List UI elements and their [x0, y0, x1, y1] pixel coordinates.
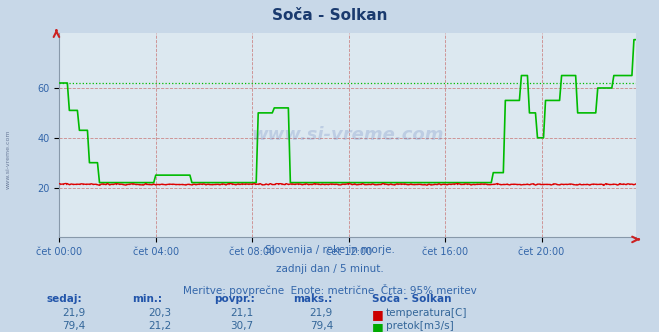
- Text: 79,4: 79,4: [310, 321, 333, 331]
- Text: 79,4: 79,4: [63, 321, 86, 331]
- Text: temperatura[C]: temperatura[C]: [386, 308, 467, 318]
- Text: 20,3: 20,3: [148, 308, 171, 318]
- Text: Slovenija / reke in morje.: Slovenija / reke in morje.: [264, 245, 395, 255]
- Text: zadnji dan / 5 minut.: zadnji dan / 5 minut.: [275, 264, 384, 274]
- Text: www.si-vreme.com: www.si-vreme.com: [5, 129, 11, 189]
- Text: 21,9: 21,9: [310, 308, 333, 318]
- Text: Meritve: povprečne  Enote: metrične  Črta: 95% meritev: Meritve: povprečne Enote: metrične Črta:…: [183, 284, 476, 295]
- Text: 30,7: 30,7: [231, 321, 254, 331]
- Text: min.:: min.:: [132, 294, 162, 304]
- Text: pretok[m3/s]: pretok[m3/s]: [386, 321, 453, 331]
- Text: Soča - Solkan: Soča - Solkan: [372, 294, 452, 304]
- Text: povpr.:: povpr.:: [214, 294, 255, 304]
- Text: maks.:: maks.:: [293, 294, 333, 304]
- Text: Soča - Solkan: Soča - Solkan: [272, 8, 387, 23]
- Text: 21,2: 21,2: [148, 321, 171, 331]
- Text: 21,1: 21,1: [231, 308, 254, 318]
- Text: www.si-vreme.com: www.si-vreme.com: [251, 126, 444, 144]
- Text: 21,9: 21,9: [63, 308, 86, 318]
- Text: ■: ■: [372, 321, 384, 332]
- Text: ■: ■: [372, 308, 384, 321]
- Text: sedaj:: sedaj:: [46, 294, 82, 304]
